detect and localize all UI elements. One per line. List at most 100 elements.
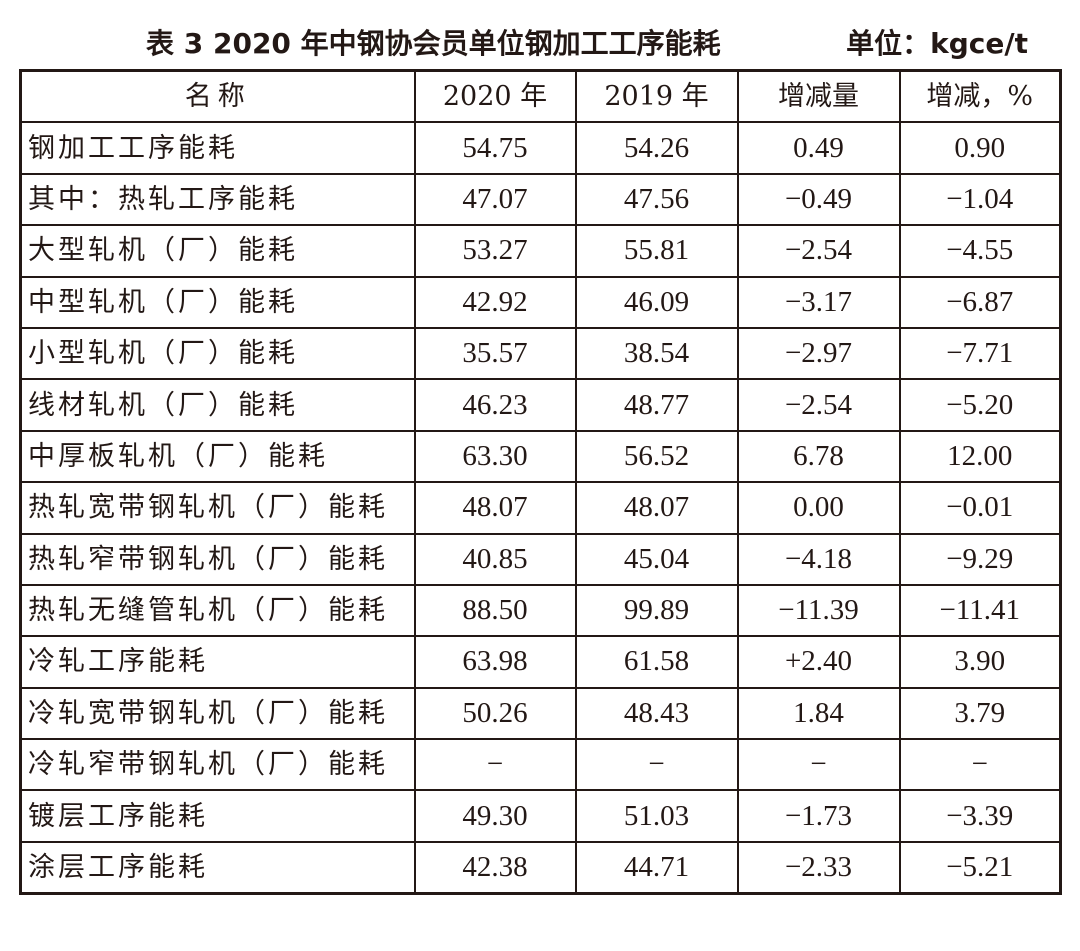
column-header-change: 增减量 xyxy=(736,69,901,124)
value-change: −2.54 xyxy=(736,378,901,432)
value-change-percent: − xyxy=(898,738,1062,792)
value-2019: 45.04 xyxy=(574,532,739,586)
table-row: 中厚板轧机（厂）能耗 63.30 56.52 6.78 12.00 xyxy=(19,429,1062,484)
row-name: 其中：热轧工序能耗 xyxy=(19,172,416,227)
value-2020: 42.92 xyxy=(413,275,577,329)
value-2019: 54.26 xyxy=(574,121,739,175)
value-change-percent: −1.04 xyxy=(898,172,1062,227)
table-row: 冷轧工序能耗 63.98 61.58 +2.40 3.90 xyxy=(19,635,1062,689)
row-name: 大型轧机（厂）能耗 xyxy=(19,224,416,278)
value-2019: 47.56 xyxy=(574,172,739,227)
value-2020: 88.50 xyxy=(413,583,577,638)
unit-label: 单位：kgce/t xyxy=(846,27,1028,60)
value-change-percent: 3.79 xyxy=(898,686,1062,741)
value-2019: 44.71 xyxy=(574,840,739,896)
value-2020: 40.85 xyxy=(413,532,577,586)
value-2019: 38.54 xyxy=(574,326,739,381)
row-name: 中型轧机（厂）能耗 xyxy=(19,275,416,329)
value-change: −0.49 xyxy=(736,172,901,227)
row-name: 冷轧工序能耗 xyxy=(19,635,416,689)
value-change: − xyxy=(736,738,901,792)
value-change-percent: 3.90 xyxy=(898,635,1062,689)
table-row: 热轧无缝管轧机（厂）能耗 88.50 99.89 −11.39 −11.41 xyxy=(19,583,1062,638)
table-row: 冷轧窄带钢轧机（厂）能耗 − − − − xyxy=(19,738,1062,792)
value-change: −4.18 xyxy=(736,532,901,586)
table-row: 钢加工工序能耗 54.75 54.26 0.49 0.90 xyxy=(19,121,1062,175)
value-2019: 46.09 xyxy=(574,275,739,329)
row-name: 热轧无缝管轧机（厂）能耗 xyxy=(19,583,416,638)
value-change-percent: −3.39 xyxy=(898,789,1062,843)
value-2019: 48.43 xyxy=(574,686,739,741)
row-name: 中厚板轧机（厂）能耗 xyxy=(19,429,416,484)
value-2020: 53.27 xyxy=(413,224,577,278)
value-2020: 50.26 xyxy=(413,686,577,741)
row-name: 镀层工序能耗 xyxy=(19,789,416,843)
value-2019: 61.58 xyxy=(574,635,739,689)
value-2020: 48.07 xyxy=(413,481,577,535)
column-header-name: 名称 xyxy=(19,69,416,124)
table-row: 线材轧机（厂）能耗 46.23 48.77 −2.54 −5.20 xyxy=(19,378,1062,432)
value-change: +2.40 xyxy=(736,635,901,689)
energy-consumption-table: 名称 2020 年 2019 年 增减量 增减，% 钢加工工序能耗 54.75 … xyxy=(19,69,1062,896)
value-change-percent: −6.87 xyxy=(898,275,1062,329)
value-2020: 54.75 xyxy=(413,121,577,175)
table-row: 冷轧宽带钢轧机（厂）能耗 50.26 48.43 1.84 3.79 xyxy=(19,686,1062,741)
value-2019: 48.07 xyxy=(574,481,739,535)
value-change-percent: −4.55 xyxy=(898,224,1062,278)
row-name: 冷轧宽带钢轧机（厂）能耗 xyxy=(19,686,416,741)
value-change: 6.78 xyxy=(736,429,901,484)
value-change-percent: −0.01 xyxy=(898,481,1062,535)
table-row: 热轧窄带钢轧机（厂）能耗 40.85 45.04 −4.18 −9.29 xyxy=(19,532,1062,586)
value-2019: − xyxy=(574,738,739,792)
row-name: 线材轧机（厂）能耗 xyxy=(19,378,416,432)
row-name: 钢加工工序能耗 xyxy=(19,121,416,175)
value-change-percent: 12.00 xyxy=(898,429,1062,484)
table-row: 涂层工序能耗 42.38 44.71 −2.33 −5.21 xyxy=(19,840,1062,896)
value-change: −2.54 xyxy=(736,224,901,278)
value-2020: 42.38 xyxy=(413,840,577,896)
value-change-percent: −7.71 xyxy=(898,326,1062,381)
column-header-change-percent: 增减，% xyxy=(898,69,1062,124)
value-2019: 51.03 xyxy=(574,789,739,843)
value-2019: 56.52 xyxy=(574,429,739,484)
value-change-percent: −11.41 xyxy=(898,583,1062,638)
value-2019: 99.89 xyxy=(574,583,739,638)
value-change-percent: −5.21 xyxy=(898,840,1062,896)
value-change: 0.00 xyxy=(736,481,901,535)
value-2019: 48.77 xyxy=(574,378,739,432)
value-2020: 49.30 xyxy=(413,789,577,843)
row-name: 冷轧窄带钢轧机（厂）能耗 xyxy=(19,738,416,792)
table-caption: 表 3 2020 年中钢协会员单位钢加工工序能耗 单位：kgce/t xyxy=(0,14,1080,66)
value-change: 1.84 xyxy=(736,686,901,741)
row-name: 热轧宽带钢轧机（厂）能耗 xyxy=(19,481,416,535)
value-change: −3.17 xyxy=(736,275,901,329)
row-name: 小型轧机（厂）能耗 xyxy=(19,326,416,381)
value-change: 0.49 xyxy=(736,121,901,175)
value-2019: 55.81 xyxy=(574,224,739,278)
value-change-percent: 0.90 xyxy=(898,121,1062,175)
value-change-percent: −9.29 xyxy=(898,532,1062,586)
table-row: 中型轧机（厂）能耗 42.92 46.09 −3.17 −6.87 xyxy=(19,275,1062,329)
row-name: 热轧窄带钢轧机（厂）能耗 xyxy=(19,532,416,586)
value-2020: 35.57 xyxy=(413,326,577,381)
value-change: −11.39 xyxy=(736,583,901,638)
table-title: 表 3 2020 年中钢协会员单位钢加工工序能耗 xyxy=(146,27,721,60)
table-row: 热轧宽带钢轧机（厂）能耗 48.07 48.07 0.00 −0.01 xyxy=(19,481,1062,535)
value-2020: − xyxy=(413,738,577,792)
value-2020: 47.07 xyxy=(413,172,577,227)
value-2020: 46.23 xyxy=(413,378,577,432)
value-2020: 63.98 xyxy=(413,635,577,689)
table-row: 小型轧机（厂）能耗 35.57 38.54 −2.97 −7.71 xyxy=(19,326,1062,381)
value-change: −2.97 xyxy=(736,326,901,381)
column-header-2019: 2019 年 xyxy=(574,69,739,124)
column-header-2020: 2020 年 xyxy=(413,69,577,124)
value-change: −2.33 xyxy=(736,840,901,896)
table-row: 大型轧机（厂）能耗 53.27 55.81 −2.54 −4.55 xyxy=(19,224,1062,278)
header-row: 名称 2020 年 2019 年 增减量 增减，% xyxy=(19,69,1062,124)
table-row: 其中：热轧工序能耗 47.07 47.56 −0.49 −1.04 xyxy=(19,172,1062,227)
value-change-percent: −5.20 xyxy=(898,378,1062,432)
value-2020: 63.30 xyxy=(413,429,577,484)
value-change: −1.73 xyxy=(736,789,901,843)
table-row: 镀层工序能耗 49.30 51.03 −1.73 −3.39 xyxy=(19,789,1062,843)
row-name: 涂层工序能耗 xyxy=(19,840,416,896)
